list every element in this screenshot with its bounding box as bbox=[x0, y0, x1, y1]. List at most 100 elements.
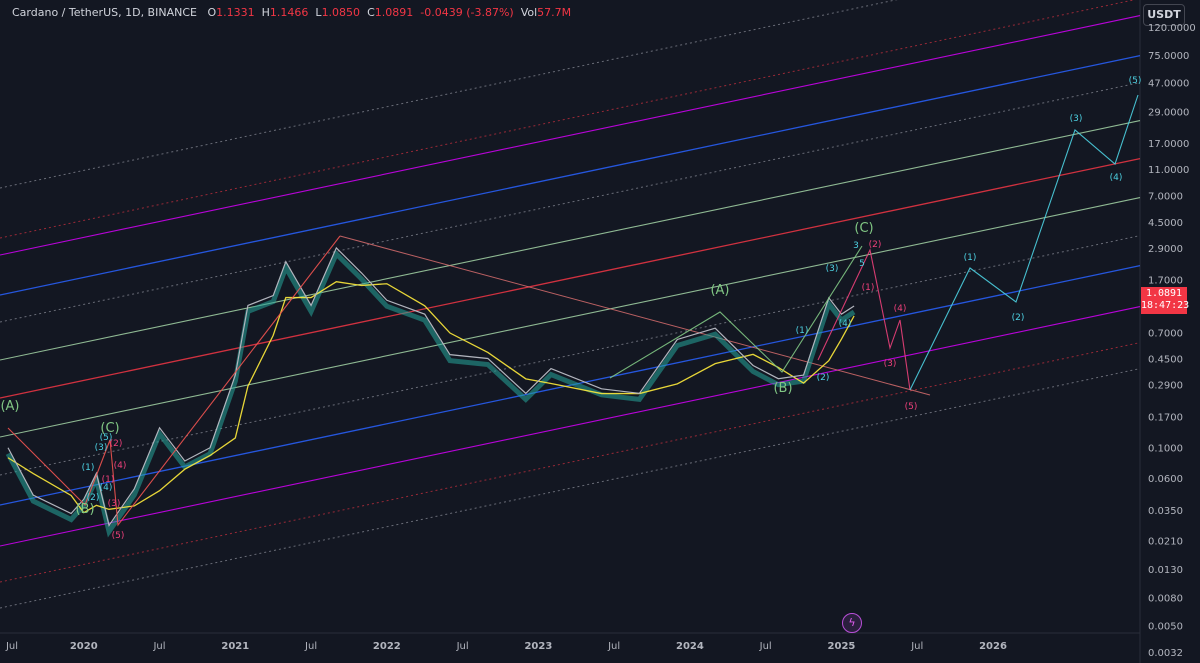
vol-value: 57.7M bbox=[537, 6, 572, 19]
wave-label-pink-4: (5) bbox=[112, 531, 125, 541]
bolt-icon[interactable]: ϟ bbox=[842, 613, 862, 633]
low-value: 1.0850 bbox=[321, 6, 361, 19]
wave-label-pink-1: (2) bbox=[110, 439, 123, 449]
price-tick-7: 4.5000 bbox=[1148, 218, 1183, 229]
wave-label-cyan-13: (5) bbox=[1129, 76, 1142, 86]
close-value: 1.0891 bbox=[374, 6, 414, 19]
price-tick-3: 29.0000 bbox=[1148, 107, 1189, 118]
open-value: 1.1331 bbox=[216, 6, 255, 19]
time-tick-5: 2022 bbox=[373, 641, 401, 652]
wave-label-pink-6: (2) bbox=[869, 240, 882, 250]
price-tick-16: 0.0350 bbox=[1148, 506, 1183, 517]
forecast-pink-path bbox=[817, 248, 911, 391]
change-value: -0.0439 (-3.87%) bbox=[420, 6, 514, 19]
wave-label-pink-0: (1) bbox=[102, 475, 115, 485]
channel-line-9 bbox=[0, 264, 1141, 506]
currency-button[interactable]: USDT bbox=[1143, 4, 1185, 26]
high-value: 1.1466 bbox=[269, 6, 309, 19]
price-tick-19: 0.0080 bbox=[1148, 594, 1183, 605]
wave-label-pink-5: (1) bbox=[862, 283, 875, 293]
vol-label: Vol bbox=[520, 6, 538, 19]
wave-label-green-2: (C) bbox=[100, 421, 119, 436]
wave-label-green-5: (C) bbox=[854, 221, 873, 236]
moving-average-line bbox=[7, 281, 855, 514]
channel-line-3 bbox=[0, 54, 1141, 296]
wave-label-cyan-12: (4) bbox=[1110, 173, 1123, 183]
time-tick-12: Jul bbox=[910, 641, 923, 652]
time-tick-11: 2025 bbox=[828, 641, 856, 652]
channel-line-1 bbox=[0, 0, 1136, 239]
wave-label-cyan-3: (4) bbox=[100, 483, 113, 493]
wave-macro-pink bbox=[7, 235, 341, 527]
price-tick-14: 0.1000 bbox=[1148, 444, 1183, 455]
last-price-tag: 1.0891 18:47:23 bbox=[1141, 287, 1190, 314]
price-tick-17: 0.0210 bbox=[1148, 536, 1183, 547]
wave-label-cyan-2: (3) bbox=[95, 443, 108, 453]
low-label: L bbox=[315, 6, 322, 19]
price-tick-18: 0.0130 bbox=[1148, 565, 1183, 576]
price-tick-20: 0.0050 bbox=[1148, 622, 1183, 633]
bar-countdown: 18:47:23 bbox=[1141, 300, 1190, 311]
wave-label-green-1: (B) bbox=[75, 502, 94, 517]
forecast-cyan-path bbox=[909, 94, 1139, 391]
price-tick-15: 0.0600 bbox=[1148, 474, 1183, 485]
price-tick-21: 0.0032 bbox=[1148, 648, 1183, 659]
wave-label-green-3: (A) bbox=[710, 283, 729, 298]
wave-label-cyan-7: (3) bbox=[826, 264, 839, 274]
wave-label-cyan-5: (1) bbox=[796, 326, 809, 336]
time-tick-1: 2020 bbox=[70, 641, 98, 652]
channel-line-10 bbox=[0, 306, 1141, 547]
time-tick-4: Jul bbox=[304, 641, 317, 652]
close-label: C bbox=[367, 6, 375, 19]
price-tick-12: 0.2900 bbox=[1148, 381, 1183, 392]
wave-label-cyan-1: (2) bbox=[87, 493, 100, 503]
wave-label-green-4: (B) bbox=[773, 381, 792, 396]
time-tick-9: 2024 bbox=[676, 641, 704, 652]
channel-line-12 bbox=[0, 368, 1141, 609]
channel-line-7 bbox=[0, 197, 1141, 438]
channel-line-5 bbox=[0, 120, 1141, 361]
channel-line-8 bbox=[0, 235, 1141, 476]
wave-label-cyan-11: (3) bbox=[1070, 114, 1083, 124]
time-tick-0: Jul bbox=[5, 641, 18, 652]
time-tick-6: Jul bbox=[456, 641, 469, 652]
price-tick-1: 75.0000 bbox=[1148, 51, 1189, 62]
wave-label-pink-7: (3) bbox=[884, 359, 897, 369]
wave-label-cyan-15: 5 bbox=[859, 259, 865, 269]
time-tick-8: Jul bbox=[607, 641, 620, 652]
last-price-value: 1.0891 bbox=[1145, 288, 1183, 299]
high-label: H bbox=[261, 6, 270, 19]
price-tick-10: 0.7000 bbox=[1148, 328, 1183, 339]
wave-abc-2024 bbox=[609, 245, 863, 379]
wave-label-pink-2: (3) bbox=[108, 499, 121, 509]
wave-label-cyan-10: (2) bbox=[1012, 313, 1025, 323]
channel-line-2 bbox=[0, 15, 1141, 256]
open-label: O bbox=[207, 6, 217, 19]
wave-label-green-0: (A) bbox=[0, 399, 19, 414]
time-tick-3: 2021 bbox=[221, 641, 249, 652]
price-tick-0: 120.0000 bbox=[1148, 23, 1196, 34]
channel-line-11 bbox=[0, 342, 1141, 583]
time-tick-7: 2023 bbox=[524, 641, 552, 652]
price-tick-5: 11.0000 bbox=[1148, 165, 1189, 176]
channel-line-0 bbox=[0, 0, 898, 189]
time-tick-13: 2026 bbox=[979, 641, 1007, 652]
wave-label-cyan-4: (5) bbox=[100, 433, 113, 443]
wave-label-pink-9: (5) bbox=[905, 402, 918, 412]
channel-line-4 bbox=[0, 82, 1141, 323]
downtrend-line bbox=[339, 235, 931, 396]
channel-line-6 bbox=[0, 157, 1141, 399]
time-tick-10: Jul bbox=[759, 641, 772, 652]
price-tick-6: 7.0000 bbox=[1148, 192, 1183, 203]
price-tick-11: 0.4500 bbox=[1148, 354, 1183, 365]
price-tick-8: 2.9000 bbox=[1148, 244, 1183, 255]
symbol-title: Cardano / TetherUS, 1D, BINANCE bbox=[12, 6, 197, 19]
price-tick-2: 47.0000 bbox=[1148, 79, 1189, 90]
price-tick-4: 17.0000 bbox=[1148, 139, 1189, 150]
symbol-legend: Cardano / TetherUS, 1D, BINANCE O1.1331 … bbox=[12, 6, 571, 19]
price-tick-13: 0.1700 bbox=[1148, 412, 1183, 423]
price-tick-9: 1.7000 bbox=[1148, 276, 1183, 287]
wave-label-cyan-14: 3 bbox=[853, 241, 859, 251]
wave-label-cyan-8: (4) bbox=[839, 319, 852, 329]
